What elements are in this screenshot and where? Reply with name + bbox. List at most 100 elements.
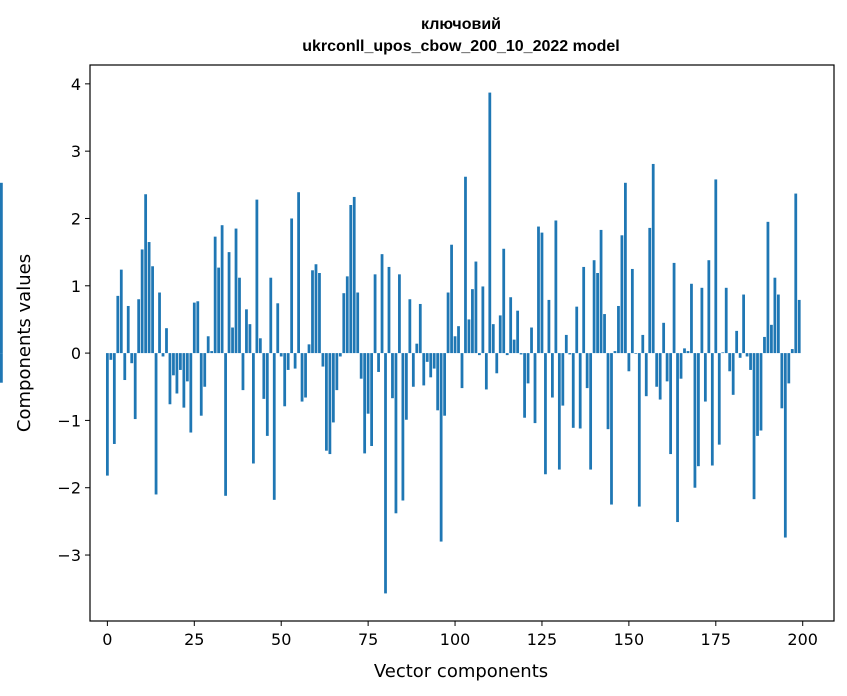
bar bbox=[231, 327, 234, 354]
bar bbox=[290, 218, 294, 354]
bar bbox=[477, 353, 481, 356]
bar bbox=[443, 353, 447, 416]
bar bbox=[749, 353, 752, 370]
bar bbox=[693, 353, 697, 488]
bar bbox=[797, 299, 801, 354]
bar bbox=[679, 353, 683, 379]
bar bbox=[644, 353, 648, 397]
bar bbox=[436, 353, 440, 411]
bar bbox=[773, 277, 777, 354]
x-tick-label: 200 bbox=[787, 630, 818, 649]
bar bbox=[780, 353, 784, 409]
bar bbox=[241, 353, 245, 391]
bar bbox=[575, 306, 579, 354]
bar bbox=[557, 353, 561, 470]
bar bbox=[637, 353, 641, 507]
bar bbox=[258, 338, 262, 354]
bar bbox=[404, 353, 408, 420]
x-tick-label: 125 bbox=[527, 630, 558, 649]
y-axis-ticks: −3 −2 −1 0 1 2 3 4 bbox=[57, 75, 90, 565]
bar bbox=[606, 353, 610, 430]
bar bbox=[717, 353, 721, 445]
bar bbox=[700, 287, 704, 354]
bar bbox=[568, 353, 572, 355]
bar bbox=[0, 353, 3, 383]
bar bbox=[610, 353, 613, 505]
bar bbox=[366, 353, 370, 414]
bar bbox=[335, 353, 339, 391]
bar bbox=[137, 299, 141, 354]
bar bbox=[724, 287, 728, 354]
bar bbox=[300, 353, 304, 402]
bar bbox=[439, 353, 443, 542]
bar bbox=[109, 353, 113, 360]
bar bbox=[429, 353, 433, 378]
bar bbox=[471, 289, 474, 354]
bar bbox=[394, 353, 398, 514]
bar bbox=[279, 353, 283, 357]
y-tick-label: 0 bbox=[71, 344, 81, 363]
x-tick-label: 75 bbox=[358, 630, 378, 649]
bar bbox=[356, 292, 360, 354]
bar bbox=[210, 351, 214, 354]
bar bbox=[710, 353, 714, 466]
bar bbox=[189, 353, 193, 433]
bar bbox=[276, 303, 280, 354]
bar bbox=[665, 353, 669, 382]
bar bbox=[686, 351, 690, 354]
bar bbox=[690, 283, 693, 354]
bar bbox=[592, 260, 596, 354]
bar bbox=[714, 179, 718, 354]
bar bbox=[498, 315, 502, 354]
bar bbox=[234, 228, 238, 354]
bar bbox=[738, 353, 742, 358]
bar bbox=[311, 270, 314, 354]
bar bbox=[245, 309, 248, 354]
bar bbox=[192, 302, 196, 354]
bar bbox=[547, 299, 551, 354]
bar bbox=[669, 353, 672, 455]
bar bbox=[770, 324, 773, 354]
bar bbox=[630, 268, 634, 354]
bar bbox=[370, 353, 373, 446]
bar bbox=[655, 353, 659, 387]
bar bbox=[425, 353, 429, 362]
bar bbox=[105, 353, 109, 476]
bar bbox=[603, 314, 606, 354]
bar bbox=[238, 277, 241, 354]
bar bbox=[763, 336, 766, 354]
x-tick-label: 0 bbox=[102, 630, 112, 649]
bar bbox=[641, 334, 645, 354]
bar bbox=[457, 326, 460, 354]
bar bbox=[467, 319, 471, 354]
bar bbox=[613, 351, 617, 354]
bar bbox=[112, 353, 116, 444]
bar bbox=[752, 353, 756, 500]
bar bbox=[196, 301, 200, 354]
bar bbox=[662, 322, 666, 354]
bar bbox=[634, 353, 638, 354]
bar bbox=[776, 294, 780, 354]
bar bbox=[505, 353, 509, 356]
bar bbox=[116, 295, 120, 354]
bar bbox=[377, 353, 380, 372]
bar bbox=[537, 226, 540, 354]
bar bbox=[578, 353, 582, 429]
bar bbox=[325, 353, 328, 451]
x-tick-label: 25 bbox=[184, 630, 204, 649]
plot-frame bbox=[89, 64, 835, 622]
bar bbox=[286, 353, 290, 370]
x-axis-label: Vector components bbox=[374, 661, 548, 682]
bar bbox=[627, 353, 631, 372]
bar bbox=[728, 353, 732, 372]
bar bbox=[533, 353, 537, 424]
bar bbox=[794, 193, 798, 354]
bar bbox=[707, 260, 711, 354]
bar bbox=[248, 324, 252, 354]
chart-title: ключовий bbox=[421, 16, 501, 33]
bar bbox=[585, 353, 589, 389]
bar bbox=[217, 267, 221, 354]
bar bbox=[783, 353, 787, 538]
bar bbox=[165, 328, 168, 354]
